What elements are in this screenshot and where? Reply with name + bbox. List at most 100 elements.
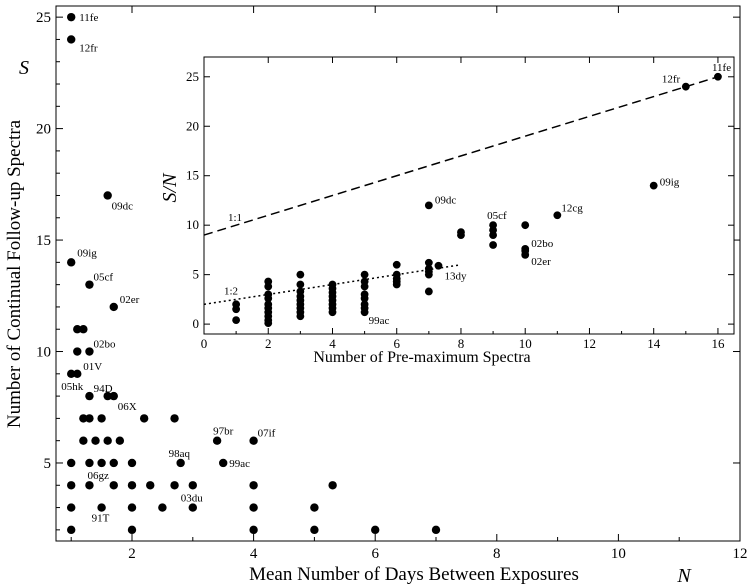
inset-axis-ticks: 0 2 4 6 8 10 12 14 16 0 5 10 15 20 25 [186, 57, 734, 351]
point-label: 97br [213, 426, 234, 438]
point-label: 05hk [61, 381, 83, 393]
inset-data-point [521, 250, 530, 259]
data-point [115, 436, 125, 445]
point-label: 01V [83, 361, 102, 373]
data-point [85, 391, 94, 401]
data-point [91, 436, 100, 445]
data-point [249, 436, 258, 445]
x-tick-label: 8 [493, 546, 501, 562]
y-tick-label: 15 [36, 233, 51, 249]
data-point [67, 12, 76, 22]
point-label: 99ac [229, 458, 250, 470]
data-point [176, 458, 185, 468]
inset-x-tick-label: 16 [711, 336, 725, 351]
inset-y-tick-label: 25 [186, 69, 199, 84]
inset-x-axis-title: Number of Pre-maximum Spectra [313, 349, 530, 366]
inset-data-point [681, 82, 690, 91]
point-label: 03du [181, 492, 204, 504]
inset-reference-lines: 1:1 1:2 [203, 76, 719, 306]
inset-data-point [296, 270, 305, 279]
y-tick-label: 5 [44, 456, 52, 472]
data-point [79, 414, 88, 423]
inset-x-tick-label: 14 [647, 336, 661, 351]
x-tick-label: 10 [611, 546, 626, 562]
reference-line-label: 1:1 [228, 212, 242, 224]
data-point [73, 369, 82, 379]
data-point [67, 35, 76, 44]
data-point [85, 347, 94, 356]
inset-point-label: 05cf [487, 210, 507, 222]
inset-x-tick-label: 4 [329, 336, 336, 351]
inset-data-point [424, 258, 433, 267]
data-point [85, 414, 94, 423]
inset-y-tick-label: 5 [193, 267, 200, 282]
inset-data-point [360, 308, 369, 317]
data-point [310, 525, 319, 535]
inset-data-point [489, 241, 497, 249]
data-point [85, 458, 94, 468]
data-point [109, 391, 118, 401]
inset-data-point [360, 282, 369, 291]
x-tick-label: 4 [250, 546, 258, 562]
data-point [249, 525, 258, 535]
inset-point-label: 11fe [712, 62, 731, 74]
inset-data-point [328, 308, 337, 317]
data-point [67, 525, 76, 535]
inset-data-point [264, 319, 273, 328]
data-point [219, 458, 228, 468]
data-point [67, 258, 76, 267]
inset-data-point [232, 305, 241, 314]
inset-data-point [424, 287, 433, 296]
data-point [109, 458, 118, 468]
point-label: 09dc [112, 200, 133, 212]
inset-data-point [553, 211, 562, 220]
inset-data-point [392, 260, 401, 269]
x-tick-label: 12 [733, 546, 748, 562]
inset-data-point [392, 280, 401, 289]
x-tick-label: 2 [128, 546, 136, 562]
inset-x-tick-label: 6 [393, 336, 400, 351]
data-point [85, 481, 94, 490]
data-point [127, 458, 137, 468]
data-point [170, 481, 179, 490]
data-point [146, 481, 155, 490]
y-tick-label: 10 [36, 345, 51, 361]
x-tick-label: 6 [371, 546, 379, 562]
reference-line-label: 1:2 [224, 285, 238, 297]
inset-y-tick-label: 15 [186, 168, 199, 183]
y-tick-label: 25 [36, 10, 51, 26]
data-point [67, 503, 76, 512]
inset-x-tick-label: 2 [265, 336, 272, 351]
inset-data-point [714, 72, 722, 81]
main-x-axis-title: Mean Number of Days Between Exposures [249, 564, 579, 585]
data-point [139, 414, 149, 423]
data-point [212, 436, 222, 445]
data-point [97, 458, 106, 468]
inset-y-tick-label: 0 [193, 316, 200, 331]
inset-point-label: 12fr [662, 74, 681, 86]
data-point [79, 436, 88, 445]
data-point [67, 458, 76, 468]
data-point [109, 481, 118, 490]
inset-y-tick-label: 10 [186, 217, 199, 232]
data-point [67, 481, 76, 490]
inset-data-point [424, 201, 433, 210]
inset-data-point [424, 270, 433, 279]
inset-point-label: 09ig [660, 177, 680, 189]
point-label: 05cf [93, 272, 113, 284]
point-label: 11fe [79, 12, 98, 24]
data-point [127, 481, 137, 490]
inset-point-label: 99ac [369, 315, 390, 327]
inset-y-axis-title: S/N [159, 172, 181, 203]
data-point [109, 302, 118, 312]
inset-x-tick-label: 0 [201, 336, 208, 351]
point-label: 91T [92, 513, 110, 525]
data-point [188, 503, 197, 512]
point-label: 06gz [87, 470, 109, 482]
main-data-points [67, 12, 441, 535]
